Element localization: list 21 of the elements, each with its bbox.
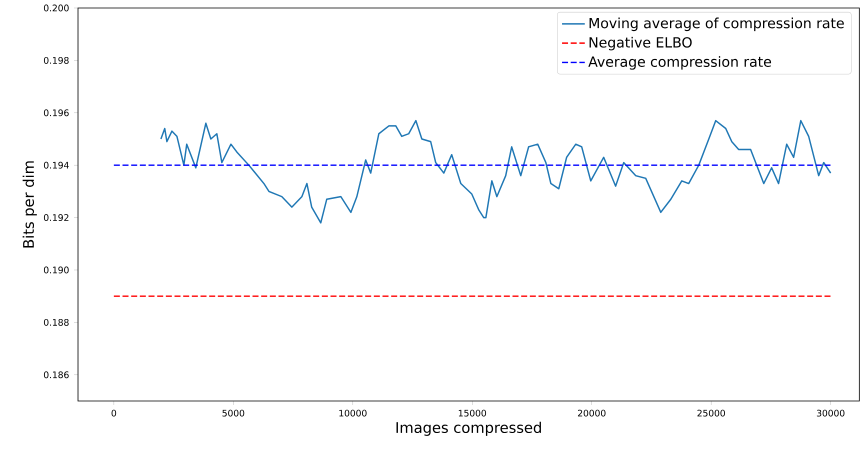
x-tick-label: 15000	[458, 410, 486, 417]
y-axis-title: Bits per dim	[22, 161, 37, 248]
y-tick-label: 0.196	[44, 109, 69, 116]
y-tick-label: 0.186	[44, 371, 69, 378]
legend-label: Moving average of compression rate	[590, 18, 844, 32]
x-axis-title: Images compressed	[396, 422, 541, 436]
x-tick-label: 10000	[339, 410, 367, 417]
x-tick-label: 5000	[222, 410, 244, 417]
y-tick-label: 0.188	[44, 318, 69, 326]
x-tick-label: 0	[112, 410, 116, 417]
y-tick-label: 0.198	[44, 56, 69, 64]
x-tick-label: 25000	[697, 410, 725, 417]
x-tick-label: 30000	[816, 410, 844, 417]
line-series	[160, 120, 832, 224]
legend-label: Negative ELBO	[590, 36, 692, 50]
legend-label: Average compression rate	[588, 56, 772, 70]
y-tick-label: 0.194	[44, 162, 69, 169]
y-tick-label: 0.190	[44, 266, 69, 274]
y-tick-label: 0.192	[44, 214, 68, 222]
y-tick-label: 0.200	[44, 4, 69, 12]
x-tick-label: 20000	[578, 410, 606, 417]
